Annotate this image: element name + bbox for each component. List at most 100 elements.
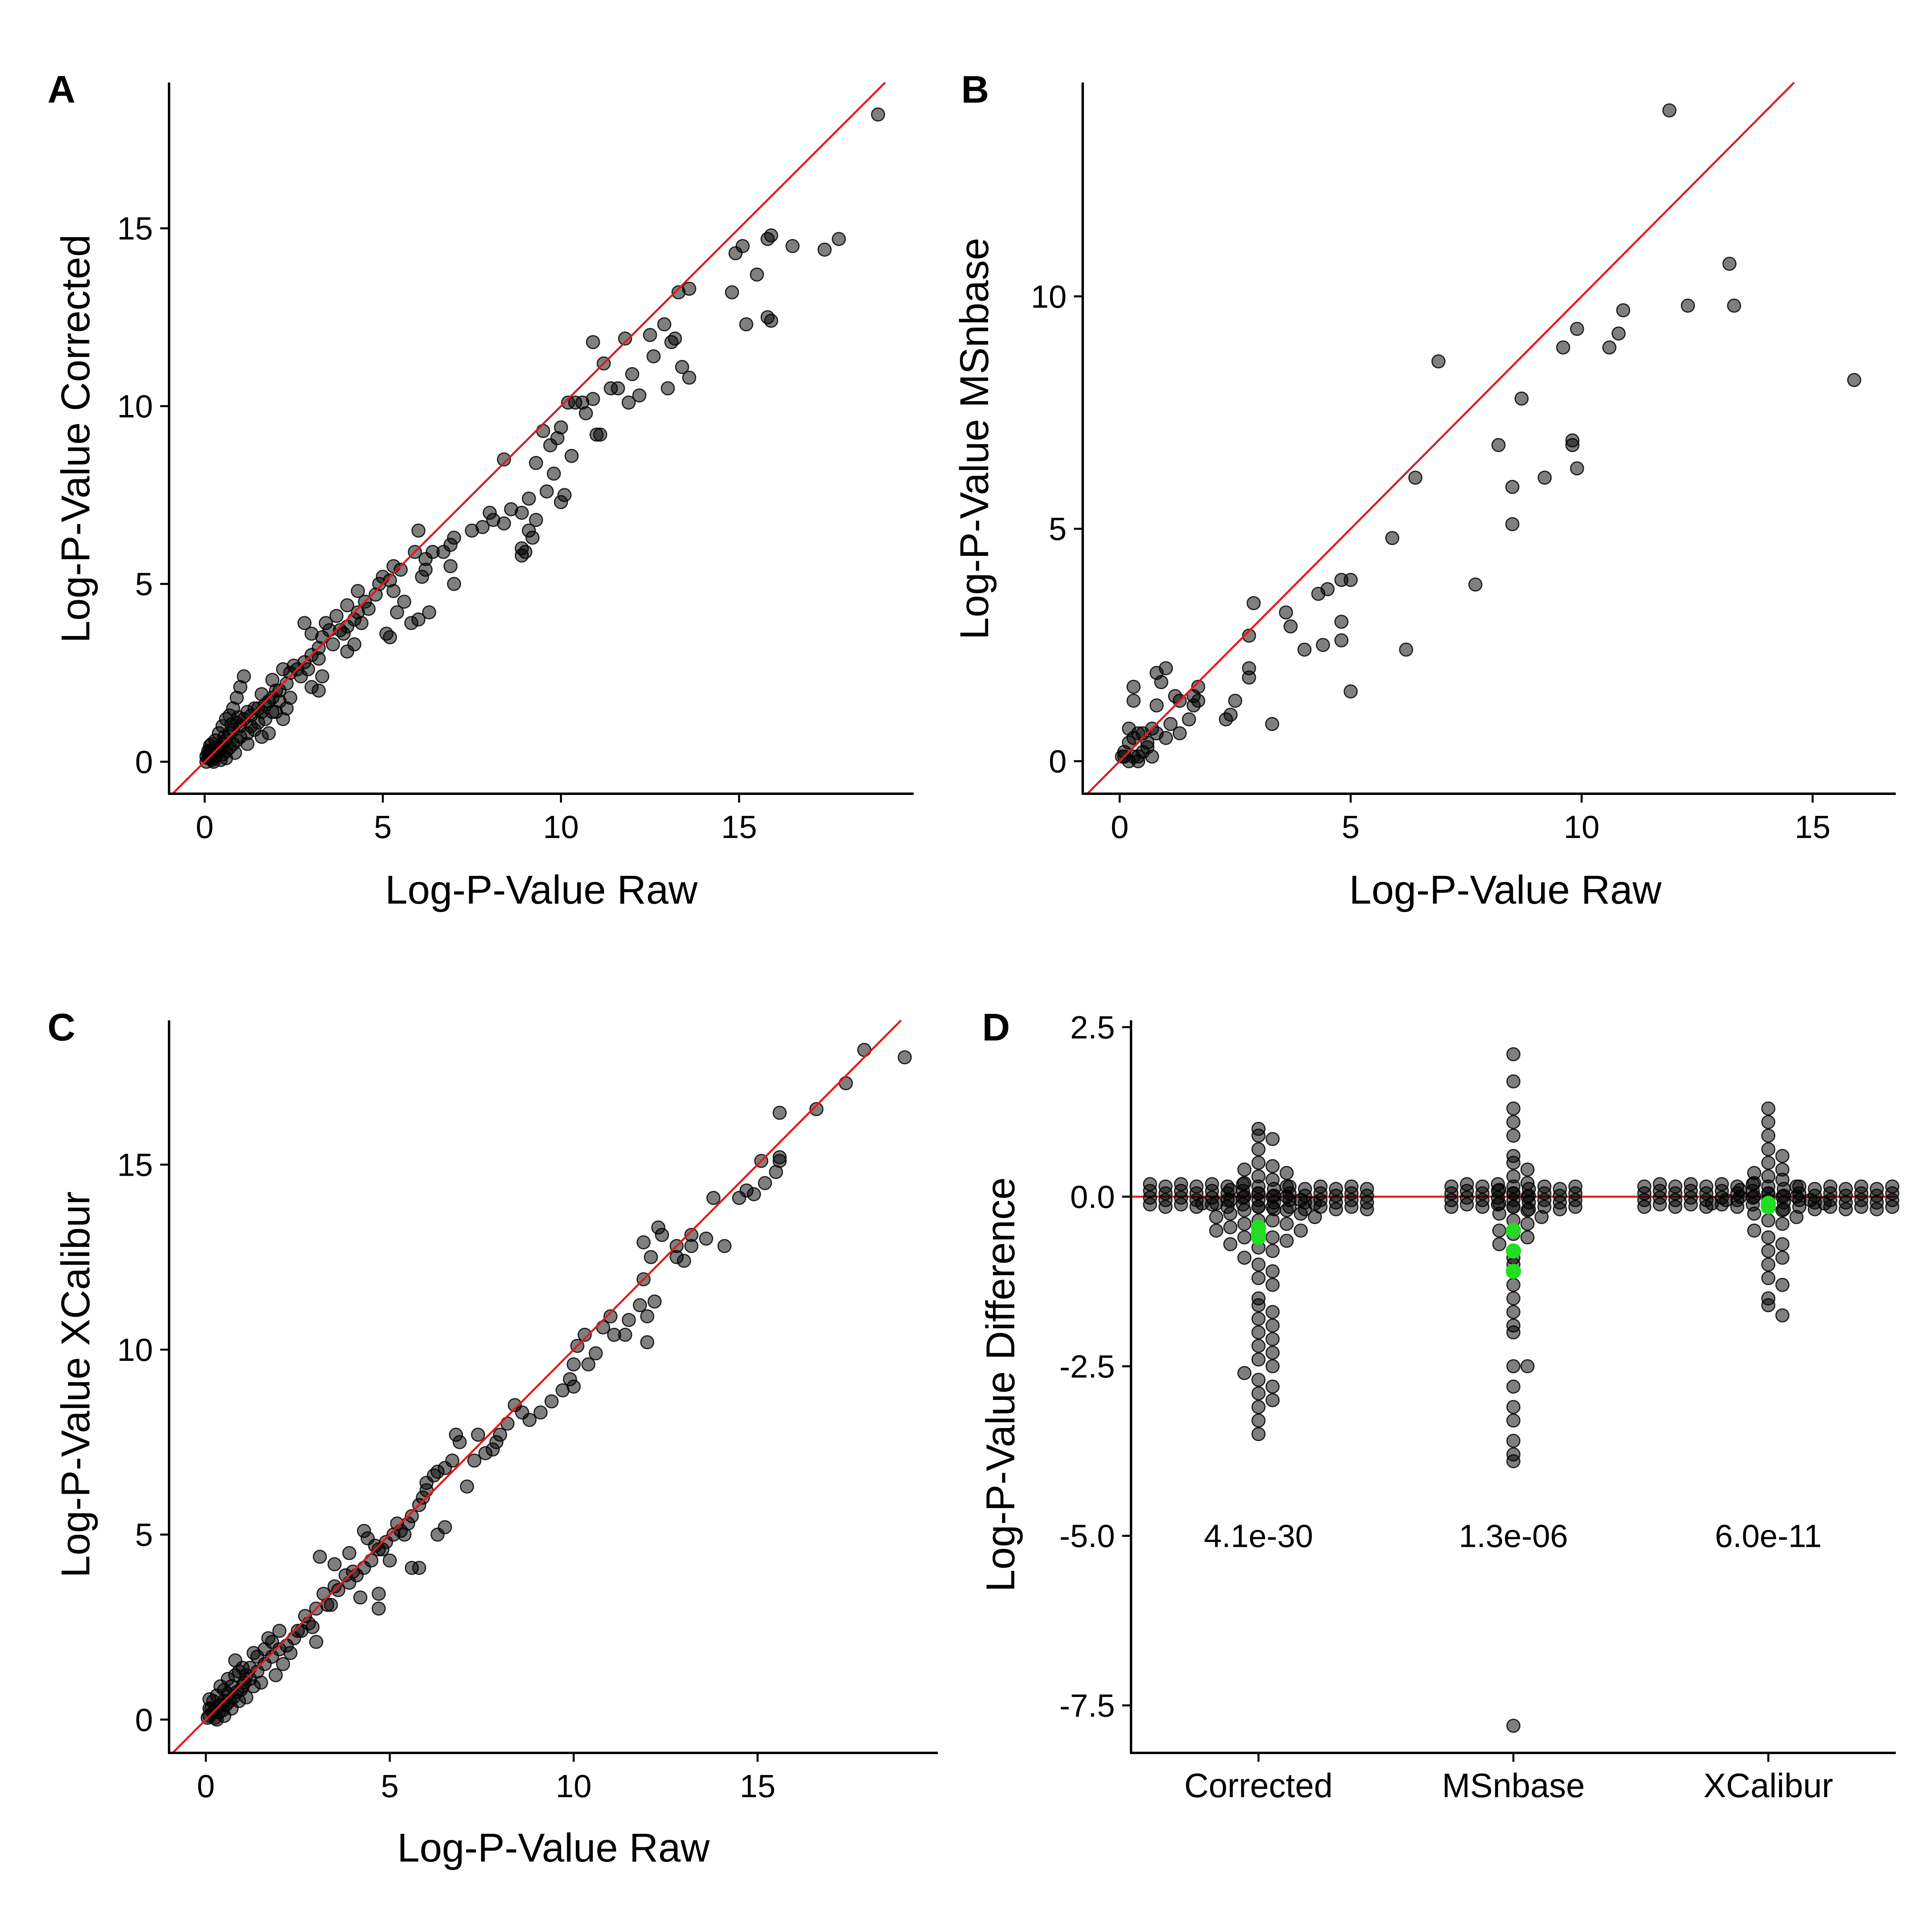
data-point: [372, 1602, 386, 1616]
data-point: [265, 673, 280, 687]
x-axis-label: Log-P-Value Raw: [1349, 867, 1662, 912]
data-point: [405, 1560, 419, 1575]
data-point: [1279, 605, 1293, 620]
data-point: [529, 456, 543, 470]
data-point: [758, 1176, 772, 1190]
data-point: [1823, 1199, 1837, 1214]
pvalue-label: 1.3e-06: [1459, 1518, 1568, 1554]
data-point: [1344, 684, 1358, 699]
data-point: [276, 1657, 290, 1671]
data-point: [750, 267, 764, 282]
data-point: [497, 452, 511, 466]
data-point: [578, 1327, 592, 1342]
data-point: [1505, 480, 1519, 494]
data-point: [430, 1527, 445, 1542]
x-tick-label: 15: [1795, 809, 1831, 845]
data-point: [1209, 1223, 1224, 1238]
data-point: [1522, 1202, 1536, 1216]
data-point: [1553, 1202, 1567, 1216]
panel-b: B Log-P-Value MSnbase Log-P-Value Raw 0 5…: [952, 68, 1896, 912]
data-point: [322, 623, 336, 638]
data-point: [460, 1479, 474, 1494]
data-point: [1237, 1217, 1252, 1231]
data-point: [1298, 1202, 1312, 1216]
data-point: [1280, 1217, 1294, 1231]
y-tick-label: 0: [135, 1702, 153, 1738]
data-point: [1251, 1325, 1266, 1340]
data-point: [764, 314, 778, 328]
data-point: [1187, 698, 1201, 713]
x-tick-label: 0: [197, 1768, 215, 1804]
data-point: [1653, 1197, 1667, 1212]
data-point: [522, 491, 536, 506]
data-point: [621, 395, 636, 410]
data-point: [1251, 1339, 1266, 1353]
plot-area: 0 5 10 15 0 5 10: [1031, 82, 1896, 845]
data-point: [725, 285, 739, 299]
data-point: [675, 360, 689, 374]
y-tick-label: 10: [117, 388, 153, 424]
data-point: [871, 107, 885, 122]
data-point: [305, 1620, 320, 1634]
data-point: [272, 683, 287, 698]
y-tick-label: -7.5: [1059, 1688, 1115, 1724]
data-point: [1839, 1202, 1853, 1216]
data-point: [397, 594, 411, 609]
data-point: [1237, 1366, 1252, 1380]
data-point: [213, 753, 228, 767]
data-point: [1158, 1199, 1173, 1214]
data-point: [657, 317, 671, 332]
data-point: [684, 1228, 699, 1242]
data-point: [386, 559, 401, 574]
data-point: [283, 691, 297, 705]
data-point: [1251, 1142, 1266, 1156]
data-point: [646, 349, 661, 363]
y-tick-label: 15: [117, 1147, 153, 1183]
data-point: [1444, 1199, 1459, 1214]
data-point: [772, 1106, 787, 1120]
data-point: [404, 616, 419, 630]
data-point: [1265, 1159, 1280, 1173]
data-point: [1126, 679, 1141, 694]
data-point: [581, 1357, 596, 1372]
data-point: [1294, 1223, 1308, 1238]
data-point: [1761, 1244, 1775, 1258]
data-point: [1360, 1202, 1374, 1216]
data-point: [1172, 726, 1187, 741]
data-point: [661, 381, 675, 396]
data-point: [422, 605, 436, 619]
y-tick-label: 5: [135, 1517, 153, 1553]
data-point: [1265, 1305, 1280, 1319]
y-axis-label: Log-P-Value Corrected: [53, 234, 98, 643]
data-point: [647, 1294, 662, 1309]
data-point: [1565, 438, 1580, 452]
highlight-point: [1506, 1243, 1521, 1259]
y-tick-label: -5.0: [1059, 1518, 1115, 1554]
data-point: [235, 1661, 250, 1675]
data-point: [588, 1346, 603, 1360]
x-tick-label: 10: [1564, 809, 1600, 845]
data-point: [353, 1590, 367, 1605]
data-point: [1163, 717, 1178, 731]
x-tick-label: 15: [740, 1768, 776, 1804]
data-point: [1251, 1257, 1266, 1272]
data-point: [1506, 1156, 1521, 1170]
data-point: [283, 1646, 298, 1660]
data-point: [1143, 1197, 1157, 1212]
x-tick-label: 5: [374, 809, 392, 845]
data-point: [1297, 642, 1312, 657]
data-point: [500, 1416, 515, 1431]
data-point: [817, 242, 832, 257]
data-point: [586, 335, 600, 349]
data-point: [1775, 1308, 1790, 1323]
data-point: [1491, 1197, 1505, 1212]
data-point: [1431, 354, 1446, 369]
data-point: [1570, 322, 1584, 336]
data-point: [1761, 1230, 1775, 1245]
data-point: [383, 630, 397, 644]
data-point: [1775, 1251, 1790, 1265]
data-point: [1775, 1278, 1790, 1292]
data-point: [1506, 1278, 1521, 1292]
data-point: [269, 705, 283, 719]
